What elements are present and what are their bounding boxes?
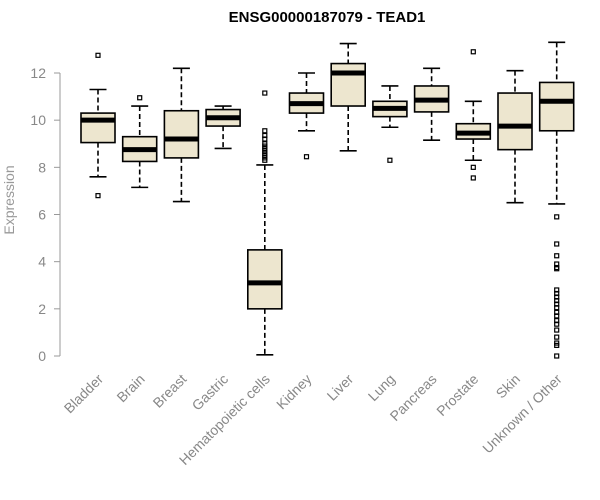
box-prostate bbox=[455, 49, 492, 181]
outlier-point bbox=[554, 334, 560, 340]
box-hematopoietic-cells bbox=[247, 90, 283, 356]
x-tick-label: Bladder bbox=[61, 371, 107, 417]
box-liver bbox=[330, 42, 367, 152]
outlier-point bbox=[554, 305, 560, 311]
outlier-point bbox=[470, 164, 476, 170]
box-pancreas bbox=[413, 67, 450, 142]
outlier-point bbox=[262, 157, 268, 163]
outlier-point bbox=[470, 175, 476, 181]
x-tick-label: Unknown / Other bbox=[479, 371, 565, 457]
outlier-point bbox=[303, 154, 310, 160]
x-tick-label: Kidney bbox=[273, 371, 315, 413]
y-tick-label: 2 bbox=[38, 301, 46, 317]
outlier-point bbox=[554, 321, 560, 327]
x-tick-label: Prostate bbox=[433, 371, 481, 419]
outlier-point bbox=[95, 52, 101, 58]
box-skin bbox=[497, 69, 533, 204]
outlier-point bbox=[137, 95, 143, 101]
y-axis-label: Expression bbox=[1, 165, 17, 234]
y-tick-label: 4 bbox=[38, 254, 46, 270]
y-tick-label: 12 bbox=[30, 65, 46, 81]
x-tick-label: Lung bbox=[365, 371, 398, 404]
y-tick-label: 8 bbox=[38, 159, 46, 175]
box-kidney bbox=[288, 72, 325, 160]
outlier-point bbox=[387, 157, 393, 163]
x-tick-label: Liver bbox=[324, 371, 357, 404]
x-tick-label: Breast bbox=[150, 371, 190, 411]
y-tick-label: 10 bbox=[30, 112, 46, 128]
box-gastric bbox=[205, 105, 241, 150]
iqr-box bbox=[80, 112, 116, 144]
outlier-point bbox=[554, 253, 560, 259]
box-bladder bbox=[80, 52, 116, 199]
iqr-box bbox=[538, 81, 575, 132]
outlier-point bbox=[554, 313, 560, 319]
box-lung bbox=[372, 85, 408, 163]
iqr-box bbox=[163, 109, 200, 159]
outlier-point bbox=[554, 353, 560, 359]
outlier-point bbox=[554, 342, 560, 348]
x-tick-label: Skin bbox=[493, 371, 524, 402]
box-brain bbox=[121, 95, 158, 189]
outlier-point bbox=[262, 136, 268, 142]
outlier-point bbox=[554, 241, 560, 247]
chart-title: ENSG00000187079 - TEAD1 bbox=[229, 9, 426, 26]
boxes-group bbox=[80, 41, 575, 359]
outlier-point bbox=[470, 49, 476, 55]
y-axis: 0 2 4 6 8 10 12 bbox=[30, 65, 61, 364]
outlier-point bbox=[554, 214, 560, 220]
iqr-box bbox=[330, 62, 367, 107]
iqr-box bbox=[247, 249, 283, 310]
y-tick-label: 0 bbox=[38, 348, 46, 364]
outlier-point bbox=[554, 266, 560, 272]
box-breast bbox=[163, 67, 200, 203]
outlier-point bbox=[262, 90, 268, 96]
box-unknown-other bbox=[538, 41, 575, 359]
outlier-point bbox=[262, 128, 268, 134]
iqr-box bbox=[497, 92, 533, 151]
y-tick-label: 6 bbox=[38, 207, 46, 223]
outlier-point bbox=[554, 327, 560, 333]
x-tick-label: Brain bbox=[113, 371, 147, 405]
outlier-point bbox=[95, 193, 101, 199]
